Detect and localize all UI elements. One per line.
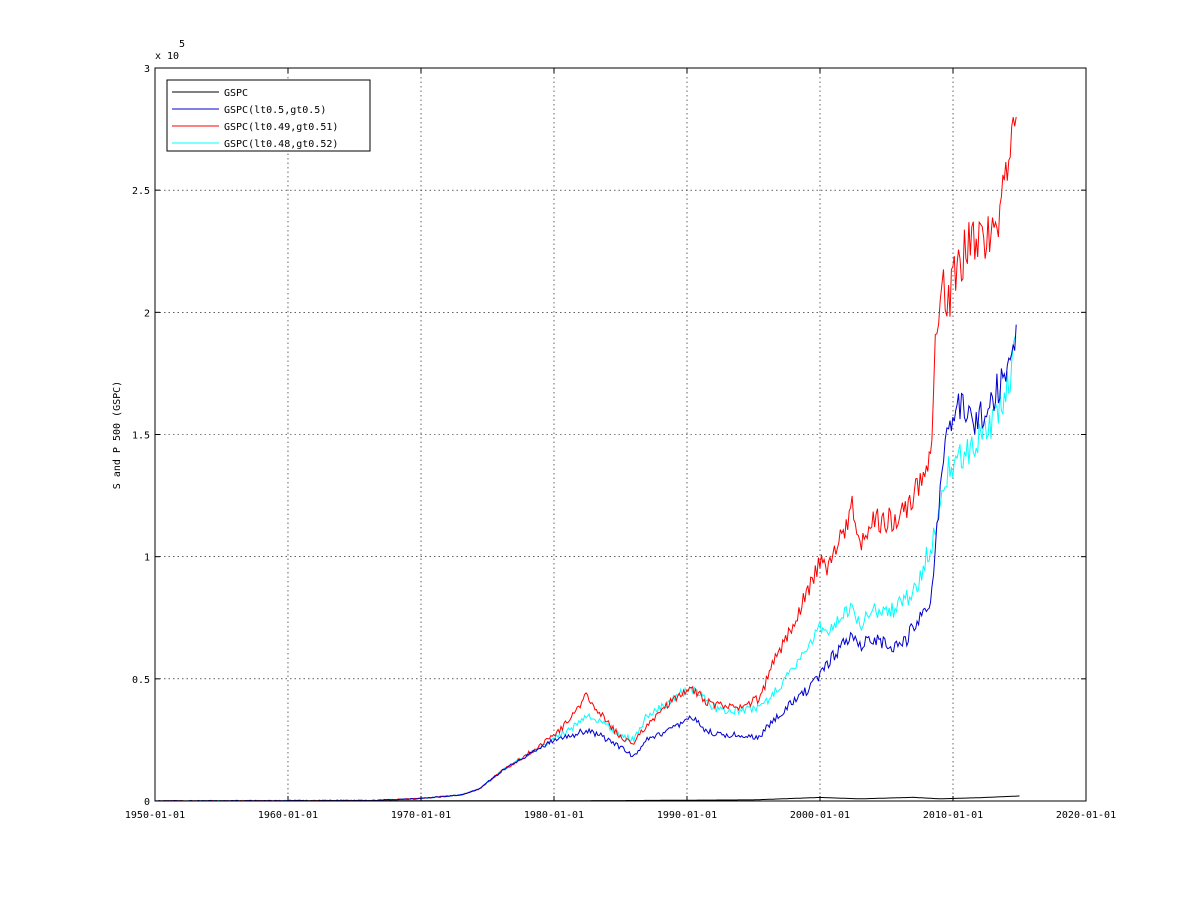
y-tick-label: 1 [144, 553, 150, 564]
x-tick-labels: 1950-01-01 1960-01-01 1970-01-01 1980-01-01… [125, 810, 1116, 821]
series-line-2 [154, 116, 1017, 802]
y-tick-labels: 0 0.5 1 1.5 2 2.5 3 [132, 64, 150, 808]
axis-ticks [154, 67, 1087, 802]
y-tick-label: 2.5 [132, 186, 150, 197]
y-tick-label: 0.5 [132, 675, 150, 686]
x-tick-label: 1990-01-01 [657, 810, 717, 821]
legend-label: GSPC(lt0.5,gt0.5) [224, 105, 326, 116]
legend-label: GSPC [224, 88, 248, 99]
x-tick-label: 1980-01-01 [524, 810, 584, 821]
y-tick-label: 2 [144, 308, 150, 319]
y-tick-label: 3 [144, 64, 150, 75]
legend-entries: GSPC GSPC(lt0.5,gt0.5) GSPC(lt0.49,gt0.51)… [172, 88, 338, 150]
x-tick-label: 2000-01-01 [790, 810, 850, 821]
series-lines [154, 116, 1020, 802]
y-tick-label: 1.5 [132, 431, 150, 442]
x-tick-label: 2010-01-01 [923, 810, 983, 821]
y-exponent-power: 5 [179, 39, 185, 50]
x-tick-label: 1970-01-01 [391, 810, 451, 821]
y-axis-label: S and P 500 (GSPC) [112, 381, 123, 489]
series-line-1 [154, 324, 1017, 802]
y-exponent-base: x 10 [155, 51, 179, 62]
y-tick-label: 0 [144, 797, 150, 808]
x-tick-label: 1960-01-01 [258, 810, 318, 821]
grid [155, 68, 1086, 801]
legend: GSPC GSPC(lt0.5,gt0.5) GSPC(lt0.49,gt0.51)… [166, 79, 371, 152]
x-tick-label: 1950-01-01 [125, 810, 185, 821]
x-tick-label: 2020-01-01 [1056, 810, 1116, 821]
legend-label: GSPC(lt0.49,gt0.51) [224, 122, 338, 133]
legend-label: GSPC(lt0.48,gt0.52) [224, 139, 338, 150]
